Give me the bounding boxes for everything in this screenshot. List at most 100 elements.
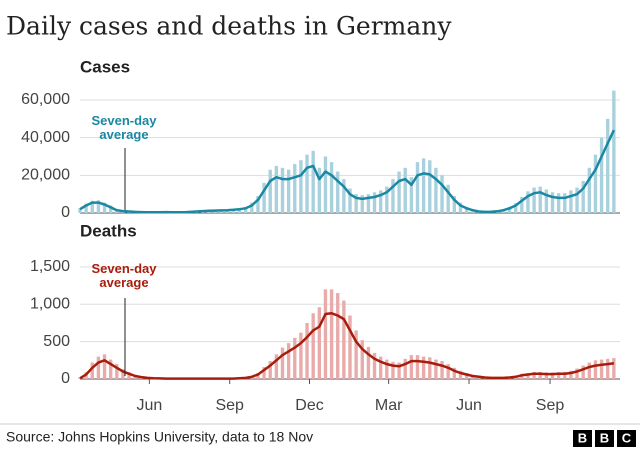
bar — [360, 340, 364, 379]
bar — [102, 202, 107, 213]
bar — [452, 196, 457, 213]
bar — [262, 367, 266, 379]
bar — [96, 200, 101, 213]
bar — [606, 358, 610, 379]
bar — [556, 193, 561, 213]
bar — [409, 355, 414, 379]
bar — [440, 361, 444, 379]
bar — [286, 343, 291, 379]
bar — [102, 354, 107, 379]
bar — [593, 360, 598, 379]
bar — [115, 364, 119, 379]
bar — [329, 162, 334, 213]
bar — [538, 371, 542, 379]
bar — [421, 356, 426, 379]
bar — [421, 158, 426, 213]
bar — [581, 180, 585, 213]
y-tick-label: 20,000 — [21, 167, 70, 184]
bar — [84, 203, 88, 213]
bar — [286, 169, 291, 213]
bar — [507, 206, 512, 213]
bar — [532, 187, 536, 213]
page-title: Daily cases and deaths in Germany — [6, 12, 452, 41]
bar — [342, 300, 346, 379]
bar — [587, 362, 592, 379]
bar — [434, 359, 438, 379]
bar — [305, 322, 309, 379]
bar — [550, 192, 555, 213]
bar — [440, 175, 444, 213]
bar — [372, 192, 377, 213]
y-tick-label: 0 — [61, 370, 70, 387]
bar — [299, 160, 303, 213]
bar — [317, 307, 322, 379]
bar — [385, 359, 389, 379]
bar — [581, 365, 585, 379]
bar — [415, 355, 420, 379]
average-line — [79, 129, 616, 214]
bar — [317, 167, 322, 213]
bar — [391, 179, 395, 213]
bar — [243, 206, 248, 213]
bar — [299, 332, 303, 379]
bar — [108, 205, 113, 213]
x-tick-label: Dec — [295, 397, 323, 414]
bar — [428, 160, 432, 213]
y-tick-label: 0 — [61, 204, 70, 221]
bar — [378, 356, 383, 379]
bar — [96, 356, 101, 379]
bar — [606, 118, 610, 213]
bar — [108, 359, 113, 379]
x-tick-label: Jun — [136, 397, 162, 414]
bar — [556, 372, 561, 379]
bar — [348, 315, 352, 379]
logo-letter: B — [578, 430, 587, 445]
bar — [311, 313, 315, 379]
bar — [446, 184, 450, 213]
logo-box — [573, 430, 592, 447]
bar — [532, 371, 536, 379]
average-line — [79, 312, 615, 380]
bar — [575, 187, 579, 213]
bar — [520, 196, 524, 213]
bar — [323, 156, 328, 213]
bar — [256, 196, 260, 213]
bar — [458, 370, 463, 379]
bar — [90, 200, 94, 213]
bar — [612, 358, 616, 379]
bar — [575, 368, 579, 379]
bar — [599, 359, 604, 379]
bar — [360, 195, 364, 213]
bar — [458, 202, 463, 213]
source: Source: Johns Hopkins University, data t… — [6, 429, 313, 445]
bar — [342, 179, 346, 213]
bar — [323, 289, 328, 379]
bar — [274, 165, 279, 213]
y-tick-label: 500 — [43, 333, 70, 350]
bar — [336, 171, 340, 213]
bar — [544, 372, 549, 379]
bar — [274, 354, 279, 379]
bar — [544, 189, 549, 213]
bar — [452, 367, 457, 379]
bar — [403, 358, 407, 379]
bar — [372, 352, 377, 379]
bar — [415, 162, 420, 213]
x-tick-label: Sep — [215, 397, 244, 414]
bar — [397, 171, 401, 213]
bar — [366, 346, 371, 379]
bar — [268, 169, 272, 213]
bar — [293, 337, 297, 379]
bar — [293, 164, 297, 213]
y-tick-label: 40,000 — [21, 129, 70, 146]
bar — [336, 293, 340, 379]
bar — [366, 194, 371, 213]
logo-box — [617, 430, 636, 447]
panel-title: Deaths — [80, 221, 137, 240]
bar — [599, 137, 604, 213]
x-tick-label: Jun — [456, 397, 482, 414]
x-tick-label: Sep — [536, 397, 565, 414]
bar — [550, 372, 555, 379]
bar — [569, 190, 573, 213]
